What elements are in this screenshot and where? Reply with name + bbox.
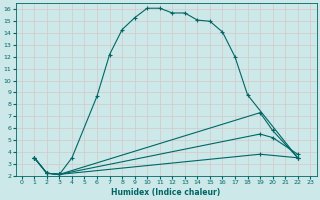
X-axis label: Humidex (Indice chaleur): Humidex (Indice chaleur) [111, 188, 221, 197]
